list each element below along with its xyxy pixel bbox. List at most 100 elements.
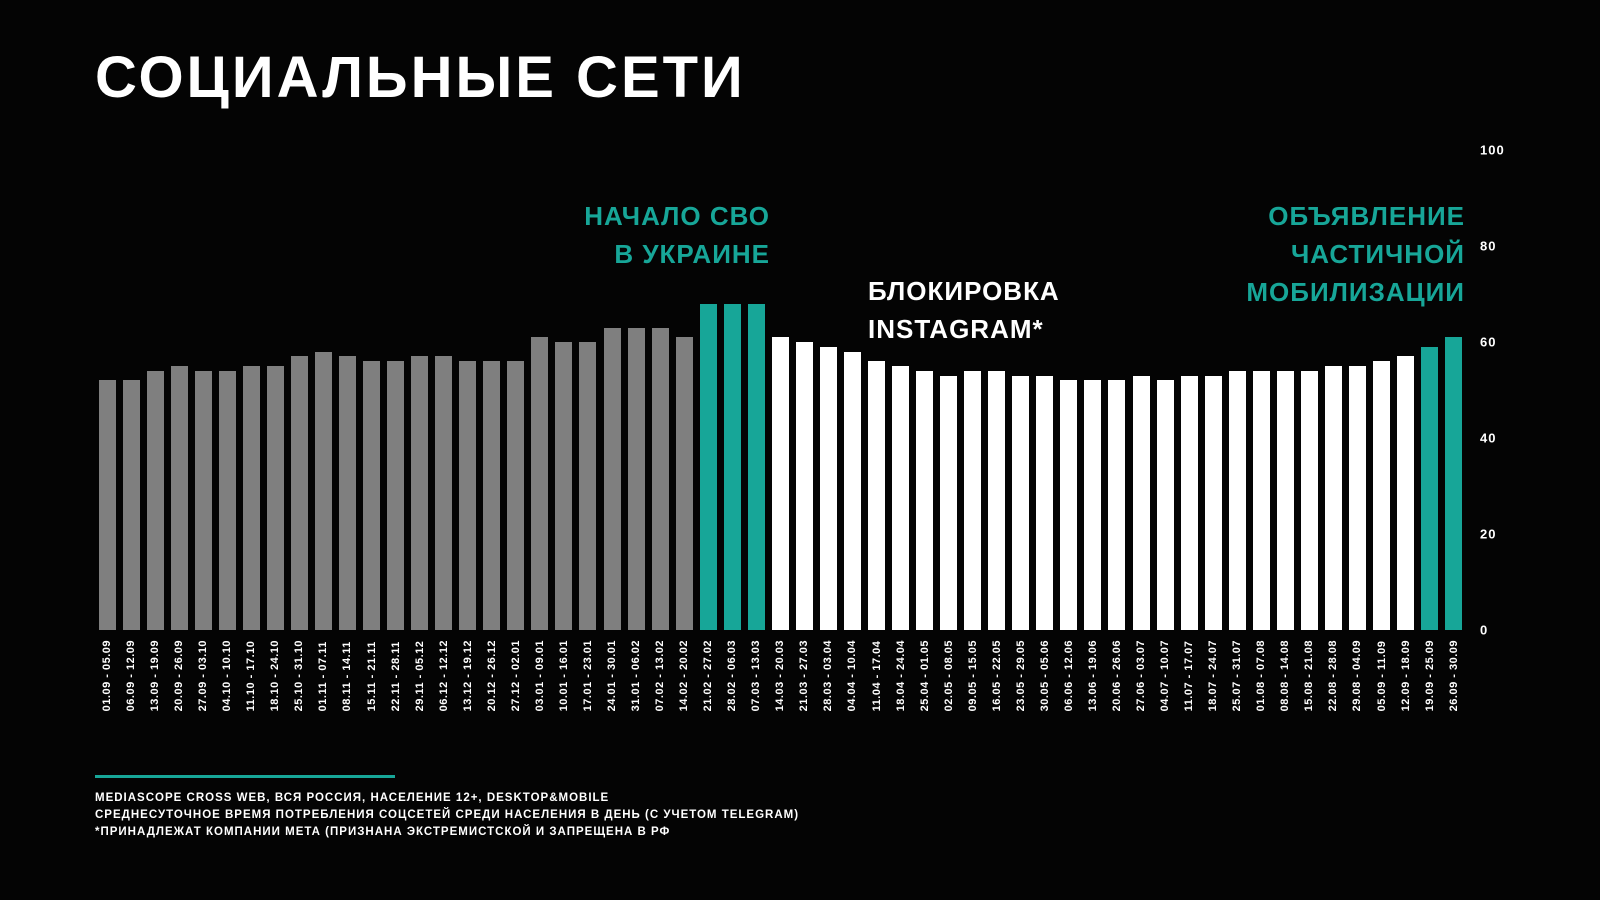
- bar-slot: [143, 150, 167, 630]
- x-tick-slot: 20.06 - 26.06: [1105, 640, 1129, 711]
- x-tick-slot: 20.12 - 26.12: [480, 640, 504, 711]
- x-tick-slot: 27.12 - 02.01: [504, 640, 528, 711]
- bar-slot: [1033, 150, 1057, 630]
- bar: [363, 361, 381, 630]
- y-tick-label: 60: [1480, 334, 1497, 350]
- bar: [1084, 380, 1102, 630]
- x-tick-label: 18.07 - 24.07: [1207, 640, 1220, 712]
- bar: [411, 356, 429, 630]
- bar-slot: [937, 150, 961, 630]
- x-tick-slot: 17.01 - 23.01: [576, 640, 600, 711]
- x-tick-label: 27.12 - 02.01: [509, 640, 522, 712]
- x-tick-label: 30.05 - 05.06: [1038, 640, 1051, 712]
- bar: [964, 370, 982, 630]
- annotation-line: ОБЪЯВЛЕНИЕ: [1268, 201, 1465, 231]
- footer-rule: [95, 775, 395, 778]
- bar-slot: [1201, 150, 1225, 630]
- x-tick-slot: 15.08 - 21.08: [1297, 640, 1321, 711]
- bar: [1180, 375, 1198, 630]
- x-tick-label: 01.09 - 05.09: [101, 640, 114, 712]
- bar-slot: [1369, 150, 1393, 630]
- x-tick-label: 22.11 - 28.11: [389, 641, 402, 712]
- bar-slot: [1394, 150, 1418, 630]
- x-tick-label: 12.09 - 18.09: [1399, 640, 1412, 712]
- x-tick-slot: 24.01 - 30.01: [600, 640, 624, 711]
- bar: [122, 380, 140, 630]
- x-tick-label: 14.02 - 20.02: [678, 640, 691, 712]
- bar: [266, 366, 284, 630]
- x-tick-label: 11.04 - 17.04: [870, 640, 883, 712]
- x-tick-slot: 28.03 - 03.04: [816, 640, 840, 711]
- bar-slot: [215, 150, 239, 630]
- bar: [314, 351, 332, 630]
- bar-slot: [528, 150, 552, 630]
- x-tick-label: 18.10 - 24.10: [269, 640, 282, 712]
- x-tick-label: 04.04 - 10.04: [846, 640, 859, 712]
- x-tick-slot: 13.09 - 19.09: [143, 640, 167, 711]
- x-axis-labels: 01.09 - 05.09 06.09 - 12.09 13.09 - 19.09 2…: [95, 640, 1466, 711]
- x-tick-label: 20.09 - 26.09: [173, 640, 186, 712]
- x-tick-label: 24.01 - 30.01: [606, 640, 618, 712]
- annotation-line: БЛОКИРОВКА: [868, 276, 1060, 306]
- x-tick-label: 28.02 - 06.03: [726, 640, 739, 712]
- x-tick-label: 19.09 - 25.09: [1423, 640, 1436, 712]
- x-tick-label: 27.06 - 03.07: [1135, 640, 1148, 712]
- y-tick-label: 40: [1480, 430, 1497, 446]
- x-tick-slot: 14.03 - 20.03: [768, 640, 792, 711]
- bar: [771, 337, 789, 630]
- x-tick-slot: 04.04 - 10.04: [840, 640, 864, 711]
- x-tick-slot: 22.11 - 28.11: [384, 640, 408, 711]
- bar: [723, 303, 741, 630]
- bar-slot: [311, 150, 335, 630]
- x-tick-slot: 21.03 - 27.03: [792, 640, 816, 711]
- x-tick-slot: 29.11 - 05.12: [408, 640, 432, 712]
- x-tick-slot: 29.08 - 04.09: [1345, 640, 1369, 711]
- bar-slot: [1249, 150, 1273, 630]
- bar-slot: [408, 150, 432, 630]
- x-tick-slot: 18.07 - 24.07: [1201, 640, 1225, 711]
- bar-slot: [961, 150, 985, 630]
- bar: [218, 370, 236, 630]
- x-tick-label: 14.03 - 20.03: [774, 640, 787, 712]
- bar: [892, 366, 910, 630]
- x-tick-label: 13.12 - 19.12: [461, 640, 474, 712]
- x-tick-label: 17.01 - 23.01: [581, 640, 594, 712]
- bar-slot: [263, 150, 287, 630]
- x-tick-slot: 21.02 - 27.02: [696, 640, 720, 711]
- bar-slot: [1081, 150, 1105, 630]
- bar: [435, 356, 453, 630]
- bar: [387, 361, 405, 630]
- bar: [98, 380, 116, 630]
- x-tick-slot: 15.11 - 21.11: [360, 640, 384, 711]
- x-tick-label: 08.08 - 14.08: [1279, 640, 1292, 712]
- x-tick-label: 09.05 - 15.05: [966, 640, 979, 712]
- bar-slot: [1321, 150, 1345, 630]
- x-tick-label: 15.08 - 21.08: [1303, 640, 1316, 712]
- bar: [1445, 337, 1463, 630]
- x-tick-label: 25.04 - 01.05: [918, 640, 931, 712]
- bar: [1276, 370, 1294, 630]
- x-tick-slot: 07.03 - 13.03: [744, 640, 768, 711]
- x-tick-slot: 25.04 - 01.05: [913, 640, 937, 711]
- x-tick-slot: 23.05 - 29.05: [1009, 640, 1033, 711]
- bar-slot: [1442, 150, 1466, 630]
- x-tick-slot: 10.01 - 16.01: [552, 640, 576, 711]
- bar-slot: [504, 150, 528, 630]
- x-tick-label: 27.09 - 03.10: [197, 640, 210, 712]
- annotation-svo-start: НАЧАЛО СВО В УКРАИНЕ: [420, 197, 770, 273]
- annotation-instagram-block: БЛОКИРОВКА INSTAGRAM*: [868, 272, 1060, 348]
- x-tick-slot: 14.02 - 20.02: [672, 640, 696, 711]
- bar: [627, 327, 645, 630]
- bar-slot: [672, 150, 696, 630]
- x-tick-slot: 11.04 - 17.04: [865, 640, 889, 712]
- x-tick-slot: 13.12 - 19.12: [456, 640, 480, 711]
- x-tick-label: 05.09 - 11.09: [1375, 640, 1388, 712]
- x-tick-slot: 28.02 - 06.03: [720, 640, 744, 711]
- bar-slot: [287, 150, 311, 630]
- y-tick-label: 100: [1480, 142, 1505, 158]
- bar-slot: [191, 150, 215, 630]
- bar-slot: [1105, 150, 1129, 630]
- x-tick-label: 18.04 - 24.04: [894, 640, 907, 712]
- bar-slot: [865, 150, 889, 630]
- bar: [170, 366, 188, 630]
